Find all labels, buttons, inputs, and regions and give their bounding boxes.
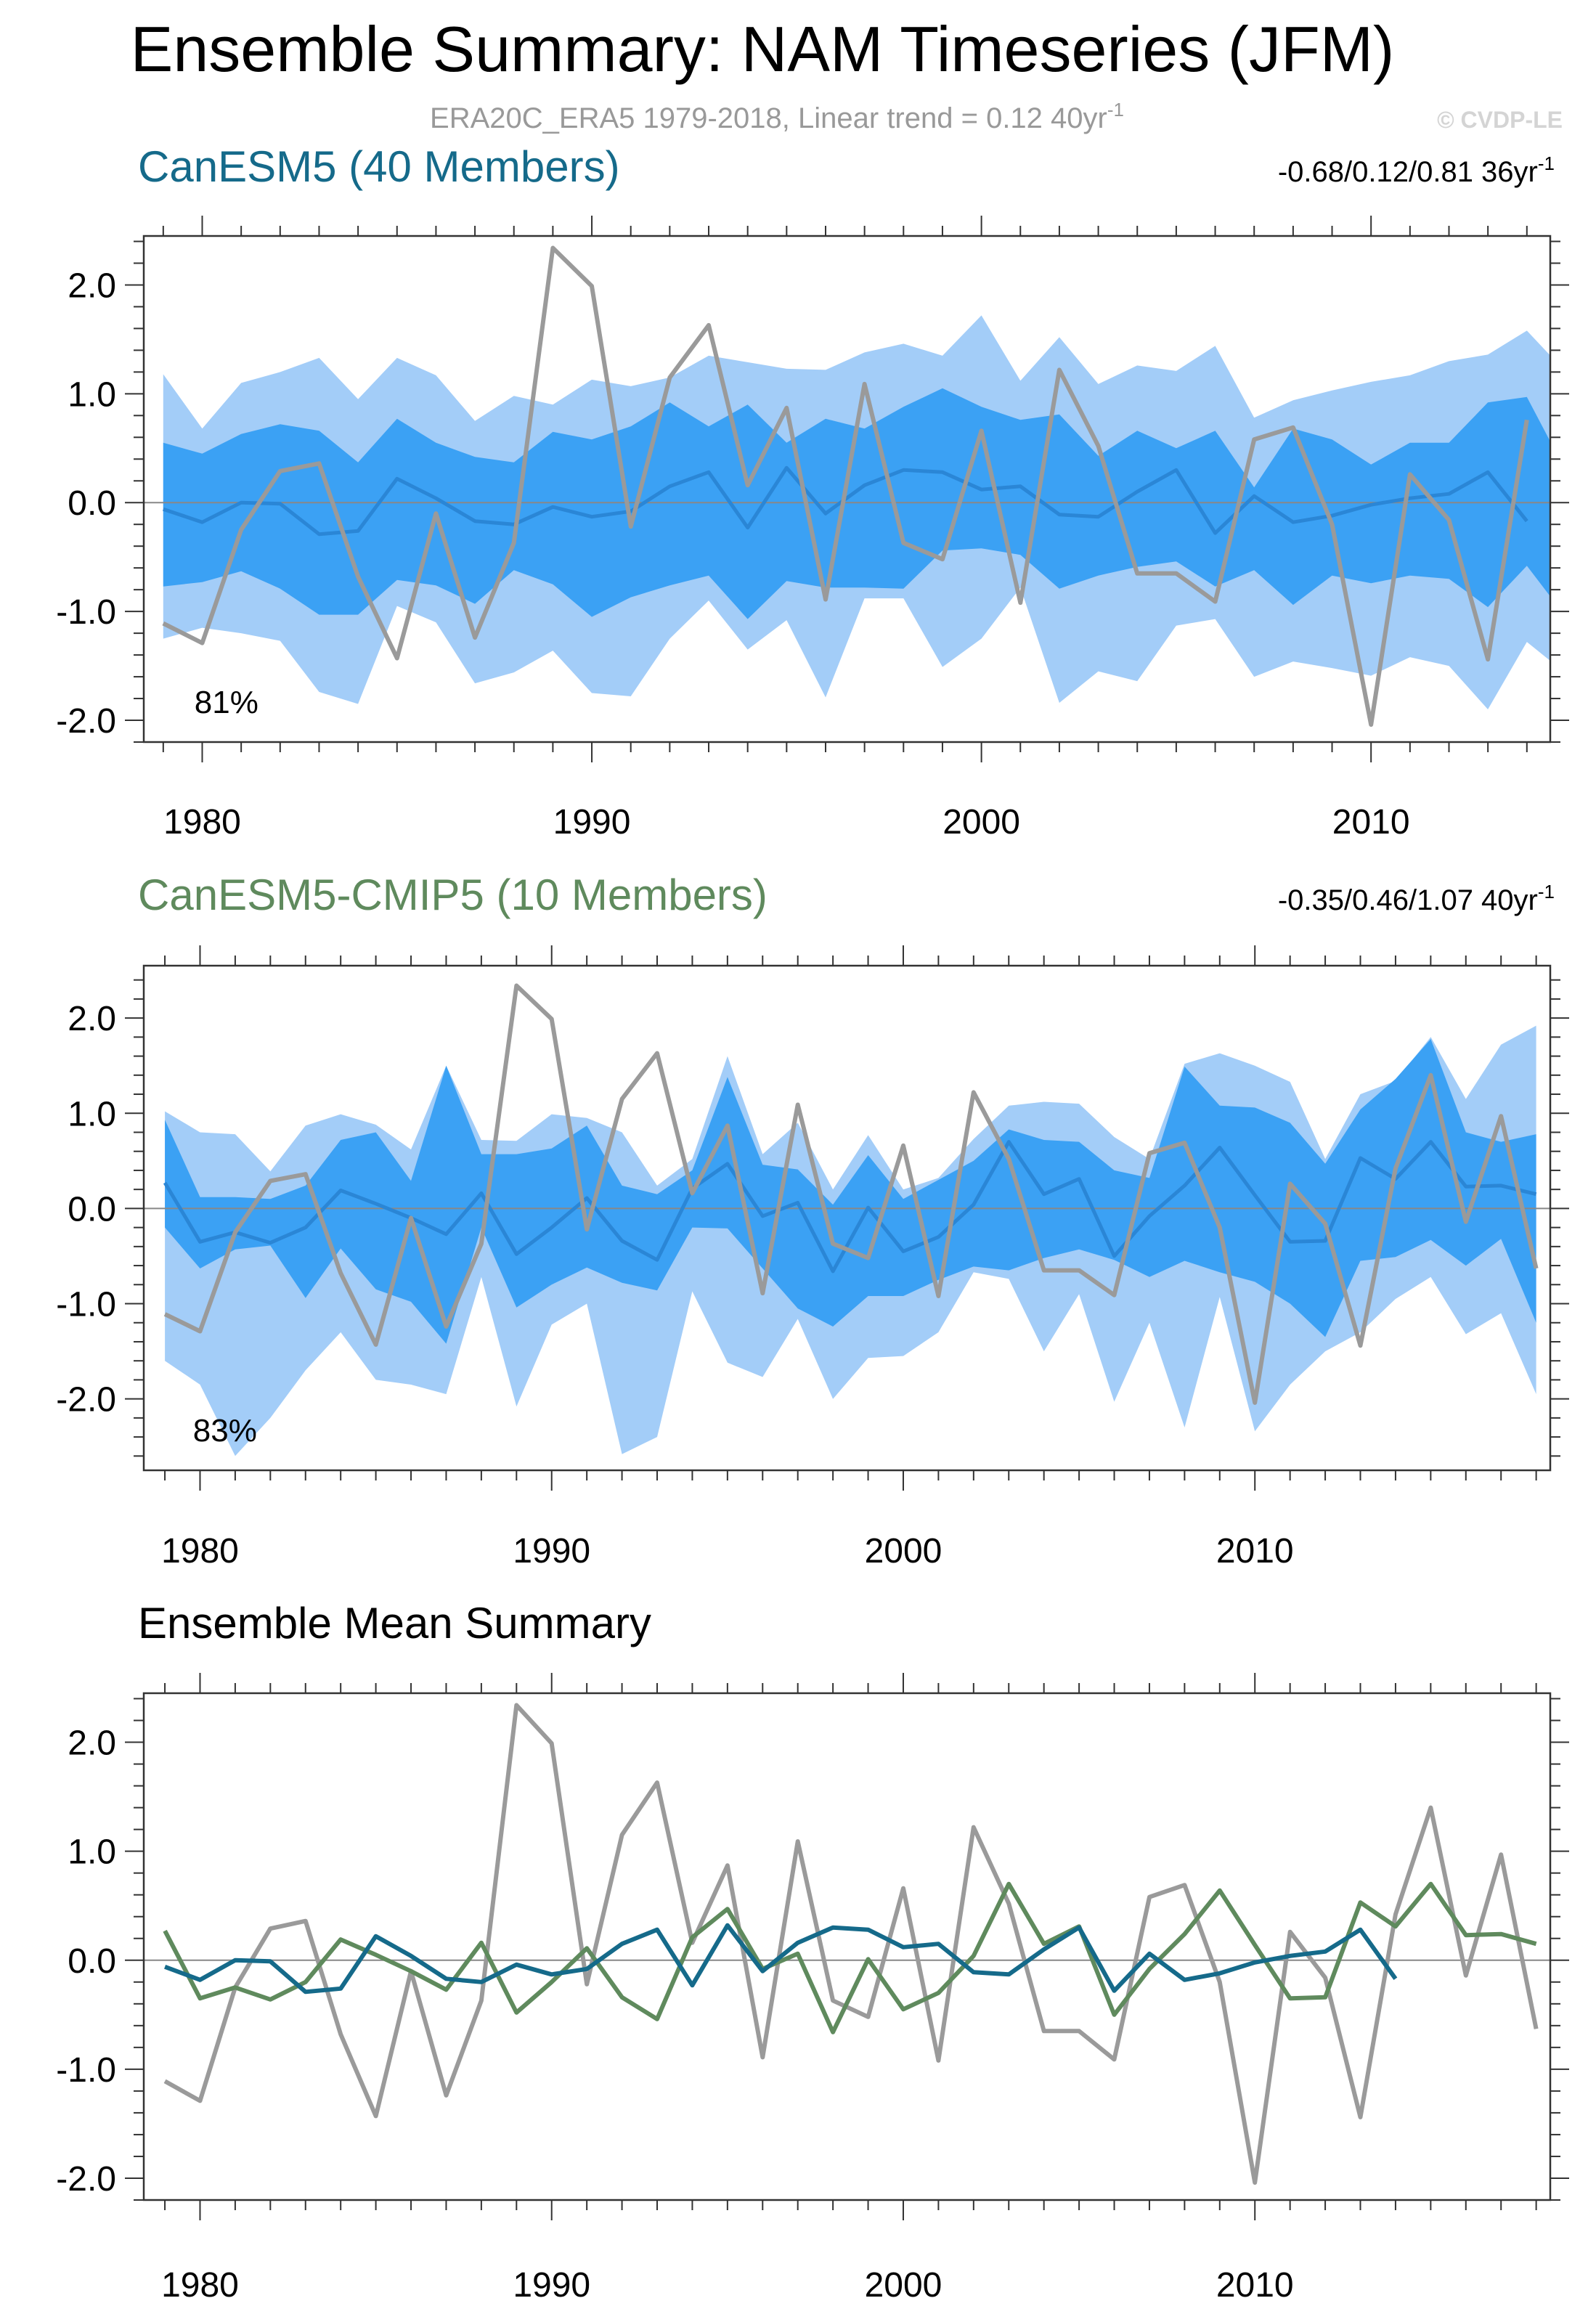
plot-frame — [142, 235, 1552, 744]
plot-area — [144, 1703, 1550, 2185]
panel-stats-superscript: -1 — [1538, 152, 1555, 174]
x-tick-label: 2000 — [942, 803, 1020, 842]
plot-area — [144, 245, 1550, 727]
ensemble-mean-line — [163, 1140, 1537, 1274]
x-tick-label: 1990 — [513, 2266, 590, 2305]
obs-line — [162, 245, 1529, 727]
percent-label: 81% — [195, 685, 258, 720]
obs-line — [163, 983, 1539, 1405]
cvdp-watermark: © CVDP-LE — [1437, 107, 1563, 133]
y-tick-label: 2.0 — [68, 266, 116, 305]
canesm5-cmip5-line — [163, 1881, 1537, 2034]
y-tick-label: -2.0 — [56, 2160, 116, 2199]
panel-canesm5: CanESM5 (40 Members) -0.68/0.12/0.81 36yr… — [56, 142, 1569, 842]
percent-label: 83% — [193, 1413, 257, 1449]
y-tick-label: -1.0 — [56, 2051, 116, 2090]
x-tick-label: 2010 — [1332, 803, 1410, 842]
panel-stats: -0.35/0.46/1.07 40yr-1 — [1278, 881, 1555, 916]
x-tick-label: 2010 — [1216, 1532, 1294, 1570]
subtitle-text: ERA20C_ERA5 1979-2018, Linear trend = 0.… — [430, 102, 1107, 134]
plot-frame — [142, 1692, 1552, 2201]
y-tick-label: 2.0 — [68, 1724, 116, 1763]
y-tick-label: 1.0 — [68, 1833, 116, 1872]
band-inner-spread — [163, 388, 1550, 619]
panel-stats: -0.68/0.12/0.81 36yr-1 — [1278, 152, 1555, 188]
canesm5-line — [164, 1923, 1398, 1995]
panel-title: CanESM5 (40 Members) — [138, 142, 620, 191]
y-tick-label: 1.0 — [68, 375, 116, 414]
x-tick-label: 1980 — [161, 1532, 239, 1570]
subtitle-superscript: -1 — [1107, 99, 1124, 121]
figure-subtitle: ERA20C_ERA5 1979-2018, Linear trend = 0.… — [430, 99, 1124, 134]
panel-stats-text: -0.35/0.46/1.07 40yr — [1278, 884, 1538, 916]
panel-stats-text: -0.68/0.12/0.81 36yr — [1278, 156, 1538, 188]
panel-title: CanESM5-CMIP5 (10 Members) — [138, 871, 768, 919]
panel-title: Ensemble Mean Summary — [138, 1599, 651, 1647]
panel-canesm5-cmip5: CanESM5-CMIP5 (10 Members) -0.35/0.46/1.0… — [56, 871, 1569, 1570]
y-tick-label: -1.0 — [56, 593, 116, 632]
y-tick-label: 0.0 — [68, 1190, 116, 1229]
plot-frame — [142, 964, 1552, 1472]
x-tick-label: 1990 — [553, 803, 631, 842]
x-tick-label: 1990 — [513, 1532, 590, 1570]
y-tick-label: 2.0 — [68, 1000, 116, 1038]
x-tick-label: 1980 — [163, 803, 241, 842]
y-tick-label: -2.0 — [56, 702, 116, 741]
x-tick-label: 2000 — [865, 1532, 942, 1570]
figure-title: Ensemble Summary: NAM Timeseries (JFM) — [131, 13, 1395, 85]
x-tick-label: 2000 — [865, 2266, 942, 2305]
panel-stats-superscript: -1 — [1538, 881, 1555, 903]
plot-area — [144, 983, 1550, 1457]
y-tick-label: 0.0 — [68, 1942, 116, 1981]
x-tick-label: 1980 — [161, 2266, 239, 2305]
panel-ensemble-mean-summary: Ensemble Mean Summary 2.0 1.0 0.0 -1.0 -2.0 19… — [56, 1599, 1569, 2305]
y-tick-label: 1.0 — [68, 1095, 116, 1133]
x-tick-label: 2010 — [1216, 2266, 1294, 2305]
y-tick-label: -1.0 — [56, 1286, 116, 1324]
band-inner-spread — [165, 1039, 1536, 1344]
y-tick-label: 0.0 — [68, 484, 116, 523]
y-tick-label: -2.0 — [56, 1381, 116, 1419]
